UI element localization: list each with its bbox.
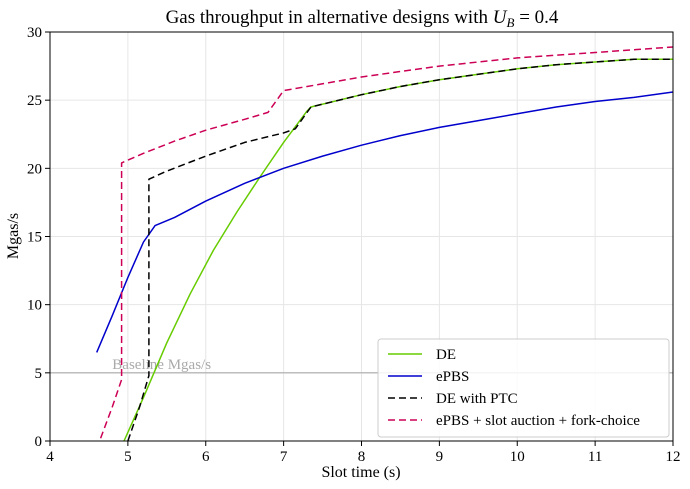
series-line-2 (96, 91, 674, 353)
axis-ticks: 4 5 6 7 8 9 10 11 12 0 5 10 15 20 25 30 (27, 25, 681, 465)
y-tick-label: 15 (27, 230, 42, 246)
series-line-3 (127, 58, 673, 442)
legend-label-2: ePBS (436, 369, 469, 385)
chart-title-text: Gas throughput in alternative designs wi… (166, 7, 493, 28)
x-tick-label: 6 (202, 449, 210, 465)
chart-title-math: U (493, 7, 508, 28)
y-tick-label: 10 (27, 298, 42, 314)
chart-title-math-tail: = 0.4 (514, 7, 558, 28)
legend-label-3: DE with PTC (436, 391, 518, 407)
x-tick-label: 9 (436, 449, 444, 465)
series-lines (96, 46, 674, 442)
x-tick-label: 11 (588, 449, 602, 465)
x-tick-label: 10 (510, 449, 525, 465)
y-tick-label: 25 (27, 93, 42, 109)
chart-title: Gas throughput in alternative designs wi… (166, 7, 559, 30)
series-line-4 (99, 46, 674, 439)
x-axis-label: Slot time (s) (321, 464, 400, 481)
x-tick-label: 12 (666, 449, 681, 465)
chart-title-math-sub: B (506, 15, 514, 30)
x-tick-label: 5 (124, 449, 132, 465)
y-tick-label: 30 (27, 25, 42, 41)
legend-label-4: ePBS + slot auction + fork-choice (436, 413, 640, 429)
x-tick-label: 4 (46, 449, 54, 465)
legend: DE ePBS DE with PTC ePBS + slot auction + f… (377, 338, 670, 438)
y-tick-label: 0 (35, 434, 43, 450)
x-tick-label: 7 (280, 449, 288, 465)
y-tick-label: 20 (27, 161, 42, 177)
legend-label-1: DE (436, 347, 456, 363)
y-tick-label: 5 (35, 366, 43, 382)
legend-box (377, 338, 670, 438)
baseline-label: Baseline Mgas/s (112, 357, 211, 373)
y-axis-label: Mgas/s (5, 213, 22, 259)
x-tick-label: 8 (358, 449, 366, 465)
